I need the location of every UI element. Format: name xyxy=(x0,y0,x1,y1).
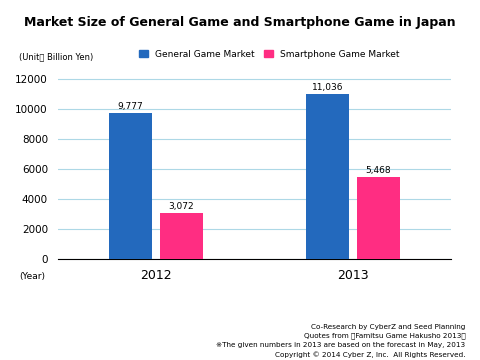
Bar xyxy=(306,94,349,259)
Bar xyxy=(160,213,203,259)
Text: 3,072: 3,072 xyxy=(169,202,194,211)
Text: 5,468: 5,468 xyxy=(366,166,391,175)
Legend: General Game Market, Smartphone Game Market: General Game Market, Smartphone Game Mar… xyxy=(139,50,399,59)
Text: (Year): (Year) xyxy=(19,272,45,281)
Text: (Unit： Billion Yen): (Unit： Billion Yen) xyxy=(19,52,94,61)
Text: Market Size of General Game and Smartphone Game in Japan: Market Size of General Game and Smartpho… xyxy=(24,16,456,29)
Text: 11,036: 11,036 xyxy=(312,83,343,92)
Bar xyxy=(357,177,400,259)
Text: Co-Research by CyberZ and Seed Planning
Quotes from 「Famitsu Game Hakusho 2013」
: Co-Research by CyberZ and Seed Planning … xyxy=(216,324,466,358)
Bar xyxy=(109,113,152,259)
Text: 9,777: 9,777 xyxy=(118,102,144,111)
